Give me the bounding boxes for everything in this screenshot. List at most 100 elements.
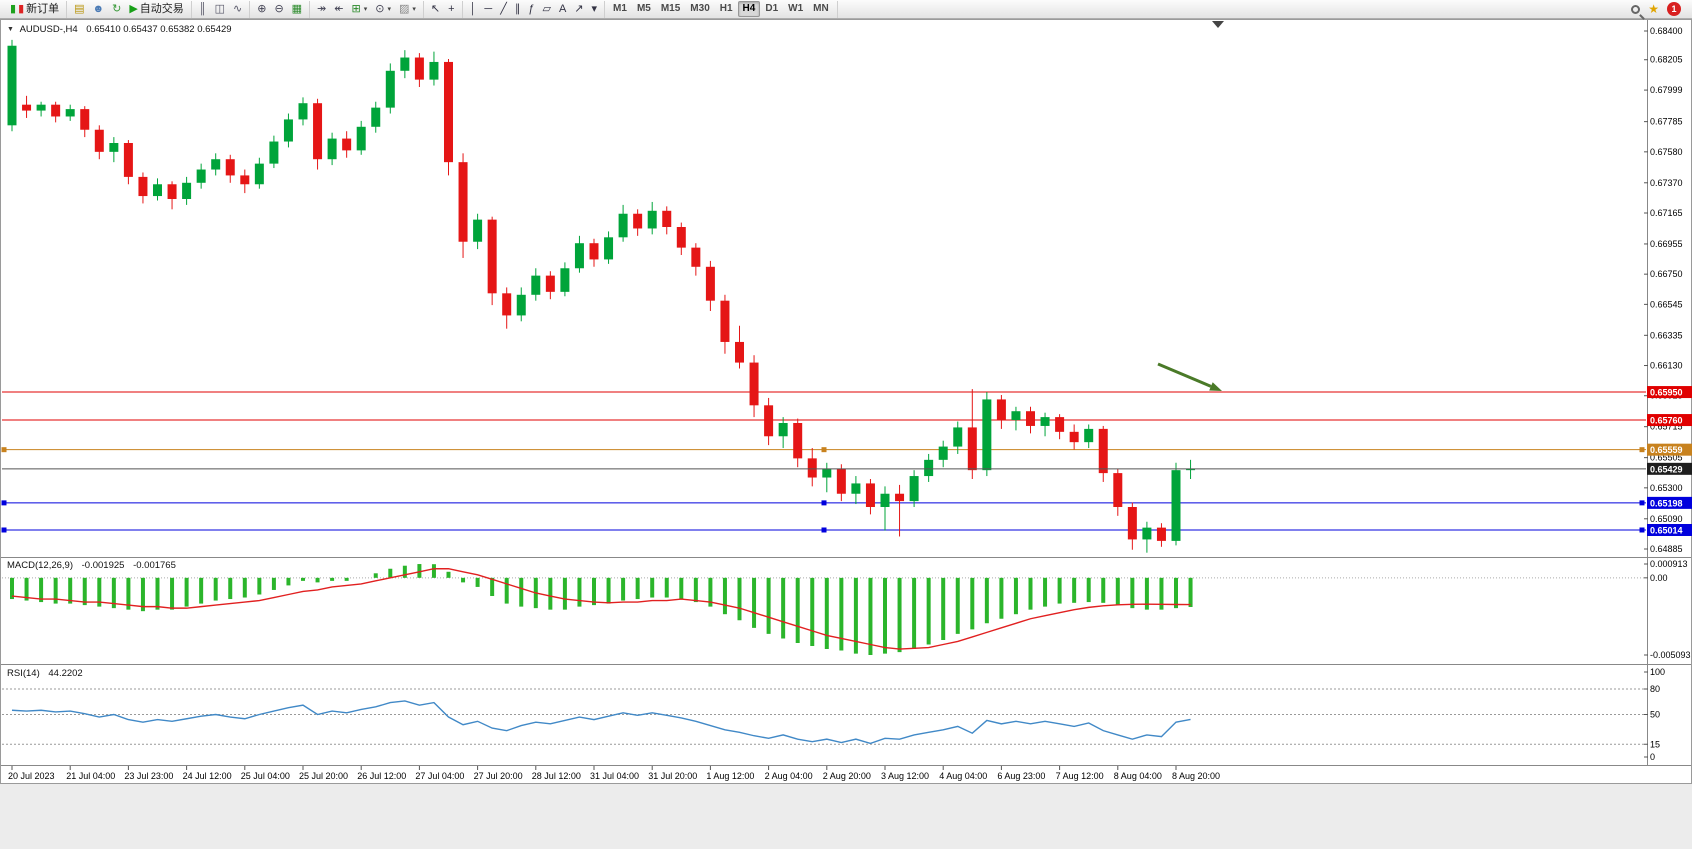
timeframe-mn-button[interactable]: MN	[808, 1, 834, 17]
candle-body	[1069, 431, 1079, 443]
auto-scroll-button[interactable]: ↠	[313, 1, 330, 17]
hline-handle[interactable]	[1, 500, 7, 506]
candle-body	[356, 126, 366, 151]
time-axis-label: 8 Aug 20:00	[1172, 771, 1220, 781]
hline-handle[interactable]	[1, 527, 7, 533]
timeframe-m30-button[interactable]: M30	[685, 1, 714, 17]
hline-handle[interactable]	[1639, 447, 1645, 453]
notification-badge[interactable]: 1	[1667, 2, 1681, 16]
candle-body	[182, 182, 192, 199]
candle-body	[618, 213, 628, 238]
candlestick-chart-button[interactable]: ◫	[211, 1, 229, 17]
price-axis-label: 0.65300	[1650, 483, 1683, 493]
oct-expand-icon[interactable]: ▼	[7, 26, 14, 33]
timeframe-d1-button[interactable]: D1	[760, 1, 783, 17]
channel-button[interactable]: ∥	[511, 1, 525, 17]
hline-handle[interactable]	[1639, 527, 1645, 533]
time-axis-label: 27 Jul 04:00	[415, 771, 464, 781]
tile-windows-icon: ▦	[291, 3, 303, 15]
hline-handle[interactable]	[821, 447, 827, 453]
bar-chart-button[interactable]: ║	[195, 1, 211, 17]
line-chart-button[interactable]: ∿	[229, 1, 246, 17]
arrows-button[interactable]: ↗	[570, 1, 587, 17]
zoom-out-button[interactable]: ⊖	[270, 1, 287, 17]
time-axis-label: 26 Jul 12:00	[357, 771, 406, 781]
hline-handle[interactable]	[821, 527, 827, 533]
time-axis-label: 28 Jul 12:00	[532, 771, 581, 781]
arrow-annotation-head[interactable]	[1209, 382, 1222, 391]
periods-button[interactable]: ⊙ ▾	[371, 1, 395, 17]
cursor-icon: ↖	[430, 3, 441, 15]
market-watch-button[interactable]: ☻	[89, 1, 109, 17]
auto-scroll-icon: ↠	[317, 3, 327, 15]
chart-shift-button[interactable]: ↞	[330, 1, 347, 17]
time-axis-label: 6 Aug 23:00	[997, 771, 1045, 781]
refresh-button[interactable]: ↻	[108, 1, 125, 17]
chart-shift-icon: ↞	[334, 3, 344, 15]
chart-shift-marker[interactable]	[1212, 21, 1224, 28]
crosshair-icon: +	[448, 3, 455, 15]
trendline-button[interactable]: ╱	[496, 1, 511, 17]
candle-body	[458, 162, 468, 242]
fibonacci-button[interactable]: ƒ	[524, 1, 538, 17]
chevron-down-icon[interactable]: ▾	[363, 6, 368, 13]
price-badge-label: 0.65760	[1650, 416, 1683, 426]
candle-body	[138, 176, 148, 197]
shapes-button[interactable]: ▱	[538, 1, 554, 17]
timeframe-m1-button[interactable]: M1	[608, 1, 632, 17]
candle-body	[385, 70, 395, 108]
charts-button[interactable]: ▤	[70, 1, 88, 17]
market-watch-icon: ☻	[92, 3, 105, 15]
more-drawings-button[interactable]: ▾	[588, 1, 602, 17]
channel-icon: ∥	[514, 3, 521, 15]
candle-body	[953, 427, 963, 447]
time-axis-label: 8 Aug 04:00	[1114, 771, 1162, 781]
price-axis-label: 0.66130	[1650, 361, 1683, 371]
text-button[interactable]: A	[555, 1, 570, 17]
toolbar-group: ↠ ↞ ⊞ ▾ ⊙ ▾ ▨ ▾	[310, 0, 424, 18]
timeframe-w1-button[interactable]: W1	[783, 1, 808, 17]
time-axis-label: 7 Aug 12:00	[1056, 771, 1104, 781]
candle-body	[65, 109, 75, 117]
drawn-objects	[1, 391, 1646, 533]
new-order-button[interactable]: ▮ ▮ 新订单	[6, 1, 63, 17]
indicators-button[interactable]: ⊞ ▾	[348, 1, 372, 17]
horizontal-line-button[interactable]: ─	[480, 1, 496, 17]
arrow-annotation-line[interactable]	[1157, 362, 1212, 388]
templates-button[interactable]: ▨ ▾	[395, 1, 420, 17]
timeframe-m5-button-label: M5	[636, 3, 651, 14]
timeframe-h1-button[interactable]: H1	[715, 1, 738, 17]
time-axis-label: 3 Aug 12:00	[881, 771, 929, 781]
candle-body	[705, 266, 715, 301]
zoom-in-button[interactable]: ⊕	[253, 1, 270, 17]
auto-trading-button[interactable]: ▶ 自动交易	[125, 1, 187, 17]
candle-body	[298, 103, 308, 120]
price-axis[interactable]: 0.68400 0.68205 0.67999 0.67785 0.67580 0.673…	[1644, 26, 1683, 554]
main-toolbar: ▮ ▮ 新订单 ▤ ☻ ↻ ▶ 自动交易 ║ ◫ ∿ ⊕ ⊖ ▦ ↠ ↞ ⊞ ▾ ⊙ ▾ ▨ ▾ ↖ + │ ─ ╱ ∥ ƒ ▱ A ↗ ▾ M1…	[0, 0, 1692, 19]
chart-symbol-period: AUDUSD-,H4	[19, 24, 78, 35]
candle-body	[400, 57, 410, 71]
candle-body	[1113, 473, 1123, 507]
timeframe-h4-button[interactable]: H4	[737, 1, 761, 17]
chevron-down-icon[interactable]: ▾	[412, 6, 416, 13]
timeframe-m5-button[interactable]: M5	[632, 1, 656, 17]
chevron-down-icon[interactable]: ▾	[387, 6, 391, 13]
candle-body	[473, 219, 483, 242]
time-axis-label: 27 Jul 20:00	[474, 771, 523, 781]
timeframe-m15-button[interactable]: M15	[656, 1, 685, 17]
cursor-button[interactable]: ↖	[427, 1, 444, 17]
hline-handle[interactable]	[821, 500, 827, 506]
vertical-line-button[interactable]: │	[466, 1, 481, 17]
tile-windows-button[interactable]: ▦	[288, 1, 306, 17]
price-badge-label: 0.65950	[1650, 388, 1683, 398]
candle-body	[895, 493, 905, 502]
time-axis[interactable]: 20 Jul 2023 21 Jul 04:00 23 Jul 23:00 24 Ju…	[8, 766, 1220, 781]
search-icon[interactable]	[1631, 4, 1641, 14]
candle-body	[283, 119, 293, 142]
favorites-icon[interactable]: ★	[1648, 2, 1659, 16]
hline-handle[interactable]	[1, 447, 7, 453]
crosshair-button[interactable]: +	[444, 1, 458, 17]
price-axis-label: 0.64885	[1650, 544, 1683, 554]
hline-handle[interactable]	[1639, 500, 1645, 506]
